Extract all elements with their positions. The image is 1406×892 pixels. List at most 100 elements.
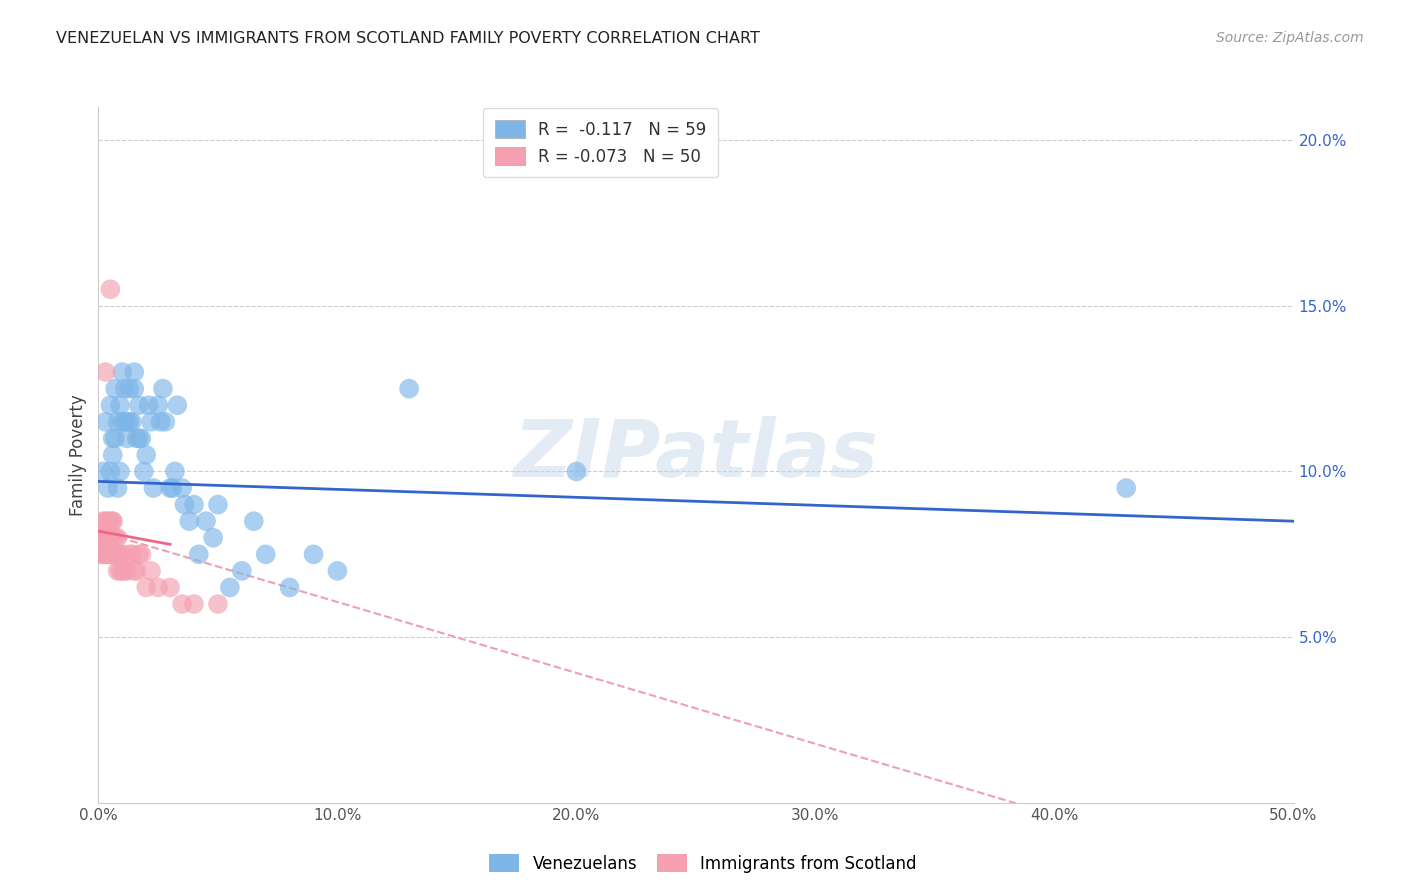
Point [97, 514, 120, 528]
Point [115, 564, 138, 578]
Point [94, 531, 117, 545]
Point [302, 547, 325, 561]
Point [398, 382, 420, 396]
Point [118, 547, 141, 561]
Point [94, 365, 117, 379]
Point [118, 382, 141, 396]
Point [128, 547, 150, 561]
Text: ZIPatlas: ZIPatlas [513, 416, 879, 494]
Point [91, 547, 114, 561]
Point [254, 547, 277, 561]
Point [135, 448, 157, 462]
Point [98, 465, 122, 479]
Point [207, 597, 229, 611]
Point [107, 531, 129, 545]
Point [107, 564, 129, 578]
Point [128, 398, 150, 412]
Point [152, 382, 174, 396]
Text: VENEZUELAN VS IMMIGRANTS FROM SCOTLAND FAMILY POVERTY CORRELATION CHART: VENEZUELAN VS IMMIGRANTS FROM SCOTLAND F… [56, 31, 761, 46]
Point [91, 514, 114, 528]
Point [138, 398, 160, 412]
Point [172, 481, 194, 495]
Point [142, 481, 165, 495]
Point [90, 531, 112, 545]
Point [94, 514, 117, 528]
Point [565, 465, 588, 479]
Point [114, 564, 136, 578]
Point [231, 564, 253, 578]
Point [101, 448, 124, 462]
Point [107, 481, 129, 495]
Point [90, 547, 112, 561]
Point [94, 547, 117, 561]
Point [111, 415, 134, 429]
Point [104, 547, 127, 561]
Point [139, 415, 162, 429]
Point [115, 415, 138, 429]
Point [139, 564, 162, 578]
Point [115, 431, 138, 445]
Point [114, 382, 136, 396]
Point [108, 564, 131, 578]
Point [101, 531, 124, 545]
Point [104, 431, 127, 445]
Point [121, 547, 143, 561]
Point [278, 581, 301, 595]
Point [101, 431, 124, 445]
Point [187, 547, 209, 561]
Point [135, 581, 157, 595]
Point [97, 481, 120, 495]
Text: Source: ZipAtlas.com: Source: ZipAtlas.com [1216, 31, 1364, 45]
Point [98, 531, 122, 545]
Point [108, 465, 131, 479]
Point [107, 547, 129, 561]
Point [326, 564, 349, 578]
Point [104, 547, 127, 561]
Point [104, 382, 127, 396]
Point [173, 498, 195, 512]
Point [107, 415, 129, 429]
Point [118, 415, 141, 429]
Point [98, 531, 122, 545]
Point [172, 597, 194, 611]
Point [108, 398, 131, 412]
Y-axis label: Family Poverty: Family Poverty [69, 394, 87, 516]
Point [128, 431, 150, 445]
Point [149, 415, 172, 429]
Point [131, 547, 153, 561]
Point [124, 382, 146, 396]
Point [108, 547, 131, 561]
Point [111, 564, 134, 578]
Point [114, 415, 136, 429]
Point [194, 514, 218, 528]
Point [94, 415, 117, 429]
Point [125, 431, 148, 445]
Point [163, 465, 186, 479]
Point [202, 531, 225, 545]
Legend: Venezuelans, Immigrants from Scotland: Venezuelans, Immigrants from Scotland [482, 847, 924, 880]
Legend: R =  -0.117   N = 59, R = -0.073   N = 50: R = -0.117 N = 59, R = -0.073 N = 50 [482, 109, 718, 178]
Point [131, 431, 153, 445]
Point [98, 398, 122, 412]
Point [98, 282, 122, 296]
Point [132, 465, 155, 479]
Point [183, 498, 205, 512]
Point [98, 547, 122, 561]
Point [111, 365, 134, 379]
Point [91, 465, 114, 479]
Point [159, 581, 181, 595]
Point [125, 564, 148, 578]
Point [243, 514, 266, 528]
Point [101, 547, 124, 561]
Point [219, 581, 242, 595]
Point [91, 531, 114, 545]
Point [101, 514, 124, 528]
Point [94, 531, 117, 545]
Point [155, 415, 177, 429]
Point [124, 365, 146, 379]
Point [148, 398, 170, 412]
Point [162, 481, 184, 495]
Point [101, 514, 124, 528]
Point [159, 481, 181, 495]
Point [97, 547, 120, 561]
